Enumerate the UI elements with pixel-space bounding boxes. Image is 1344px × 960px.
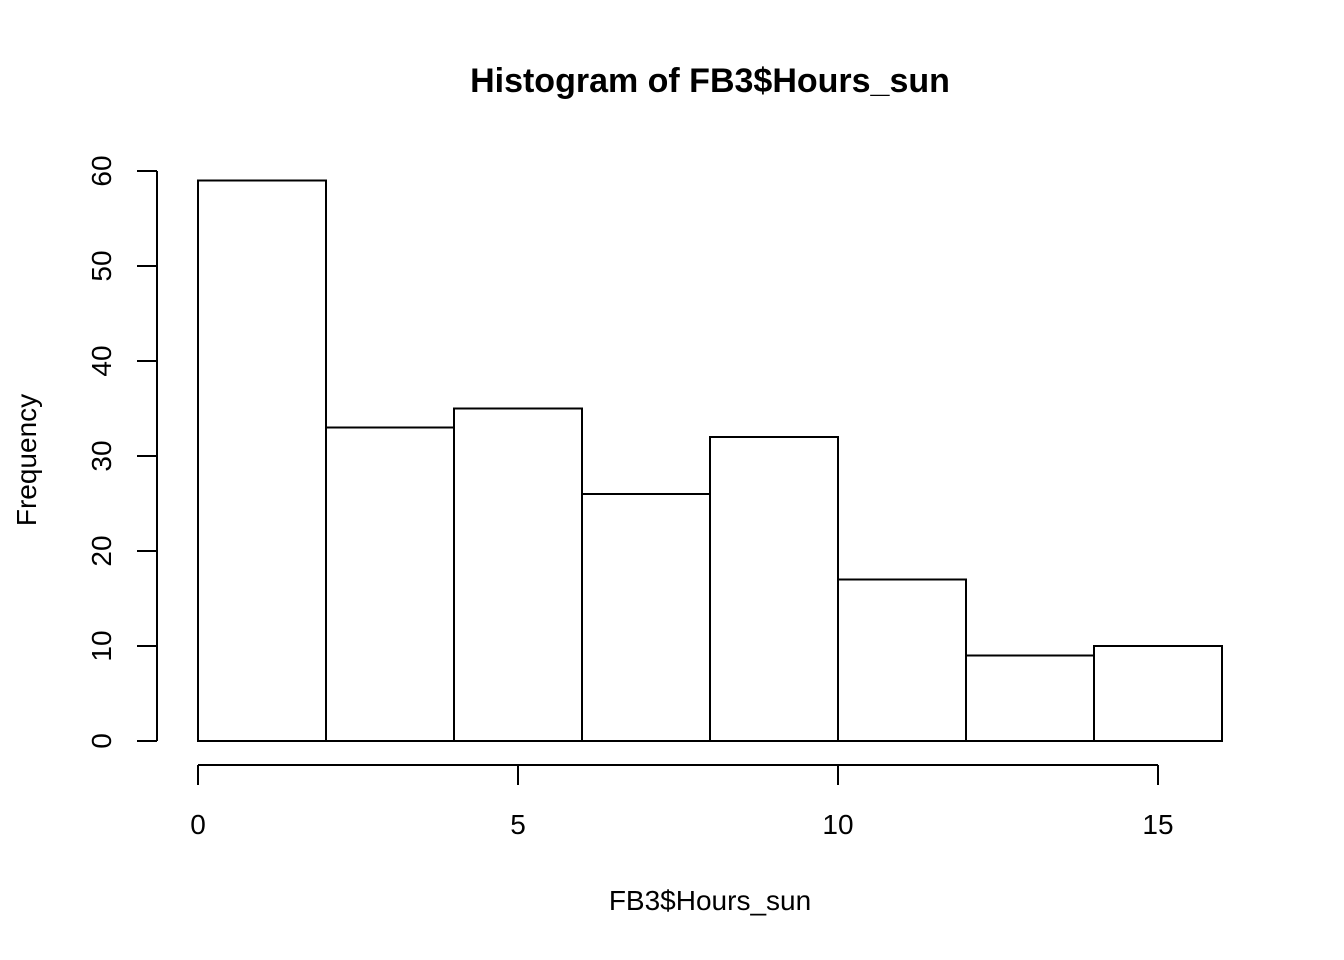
y-tick-label-4: 40 [86,345,117,376]
x-tick-label-0: 0 [190,809,206,840]
bars-group [197,179,1223,742]
x-axis-label: FB3$Hours_sun [609,885,811,916]
y-tick-label-2: 20 [86,535,117,566]
x-tick-label-2: 10 [822,809,853,840]
histogram-bar-2 [453,407,583,742]
y-tick-label-3: 30 [86,440,117,471]
chart-title: Histogram of FB3$Hours_sun [470,62,950,100]
y-tick-label-0: 0 [86,733,117,749]
histogram-bar-3 [581,493,711,742]
x-axis: 0 5 10 15 [190,764,1174,840]
x-tick-label-1: 5 [510,809,526,840]
y-axis-label: Frequency [11,394,42,526]
y-tick-label-5: 50 [86,250,117,281]
histogram-bar-1 [325,426,455,742]
y-tick-label-1: 10 [86,630,117,661]
histogram-bar-0 [197,179,327,742]
y-axis: 0 10 20 30 40 50 60 [86,155,158,749]
histogram-bar-5 [837,578,967,742]
histogram-bar-6 [965,654,1095,742]
histogram-bar-4 [709,436,839,742]
x-tick-label-3: 15 [1142,809,1173,840]
y-tick-label-6: 60 [86,155,117,186]
histogram-bar-7 [1093,645,1223,742]
